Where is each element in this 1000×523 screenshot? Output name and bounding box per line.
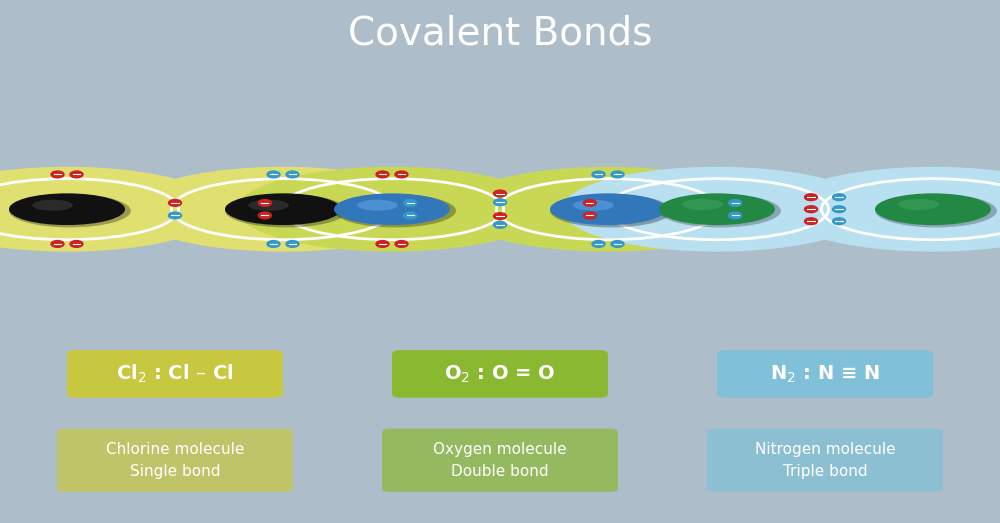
Ellipse shape	[898, 199, 939, 210]
FancyBboxPatch shape	[707, 429, 943, 492]
Ellipse shape	[562, 167, 872, 252]
Text: Nitrogen molecule
Triple bond: Nitrogen molecule Triple bond	[755, 441, 895, 479]
Ellipse shape	[248, 200, 289, 211]
Ellipse shape	[9, 194, 131, 228]
Ellipse shape	[778, 167, 1000, 252]
Ellipse shape	[659, 194, 775, 225]
Circle shape	[267, 241, 280, 247]
Circle shape	[404, 199, 417, 206]
Circle shape	[832, 218, 846, 225]
Ellipse shape	[573, 200, 614, 211]
Ellipse shape	[334, 194, 456, 228]
FancyBboxPatch shape	[382, 429, 618, 492]
Circle shape	[51, 241, 64, 247]
Ellipse shape	[225, 194, 341, 225]
Ellipse shape	[32, 200, 73, 211]
Circle shape	[395, 171, 408, 178]
Circle shape	[611, 171, 624, 178]
Ellipse shape	[550, 194, 666, 225]
Circle shape	[804, 218, 818, 225]
Ellipse shape	[128, 167, 438, 252]
Circle shape	[494, 222, 507, 228]
Ellipse shape	[550, 194, 672, 228]
Text: Chlorine molecule
Single bond: Chlorine molecule Single bond	[106, 441, 244, 479]
FancyBboxPatch shape	[717, 350, 933, 398]
Text: N$_2$ : N ≡ N: N$_2$ : N ≡ N	[770, 363, 880, 384]
Ellipse shape	[237, 167, 547, 252]
FancyBboxPatch shape	[67, 350, 283, 398]
Circle shape	[395, 241, 408, 247]
Text: O$_2$ : O = O: O$_2$ : O = O	[444, 363, 556, 384]
Circle shape	[729, 199, 742, 206]
FancyBboxPatch shape	[57, 429, 293, 492]
Text: Covalent Bonds: Covalent Bonds	[348, 15, 652, 53]
Circle shape	[376, 171, 389, 178]
Circle shape	[168, 199, 182, 206]
Circle shape	[376, 241, 389, 247]
Ellipse shape	[682, 199, 723, 210]
Circle shape	[494, 190, 507, 197]
Circle shape	[404, 212, 417, 219]
FancyBboxPatch shape	[392, 350, 608, 398]
Ellipse shape	[0, 167, 222, 252]
Ellipse shape	[225, 194, 347, 228]
Circle shape	[592, 171, 605, 178]
Circle shape	[583, 199, 596, 206]
Circle shape	[804, 206, 818, 212]
Ellipse shape	[875, 194, 991, 225]
Circle shape	[729, 212, 742, 219]
Circle shape	[494, 213, 507, 220]
Ellipse shape	[357, 200, 398, 211]
Circle shape	[51, 171, 64, 178]
Circle shape	[611, 241, 624, 247]
Circle shape	[804, 194, 818, 200]
Circle shape	[494, 199, 507, 206]
Circle shape	[70, 241, 83, 247]
Circle shape	[832, 206, 846, 212]
Circle shape	[258, 199, 271, 206]
Circle shape	[583, 212, 596, 219]
Ellipse shape	[453, 167, 763, 252]
Circle shape	[258, 212, 271, 219]
Circle shape	[70, 171, 83, 178]
Ellipse shape	[9, 194, 125, 225]
Text: Cl$_2$ : Cl – Cl: Cl$_2$ : Cl – Cl	[116, 363, 234, 385]
Circle shape	[832, 194, 846, 200]
Circle shape	[267, 171, 280, 178]
Circle shape	[286, 171, 299, 178]
Circle shape	[592, 241, 605, 247]
Circle shape	[286, 241, 299, 247]
Circle shape	[168, 212, 182, 219]
Ellipse shape	[659, 194, 781, 228]
Ellipse shape	[334, 194, 450, 225]
Text: Oxygen molecule
Double bond: Oxygen molecule Double bond	[433, 441, 567, 479]
Ellipse shape	[875, 194, 997, 228]
